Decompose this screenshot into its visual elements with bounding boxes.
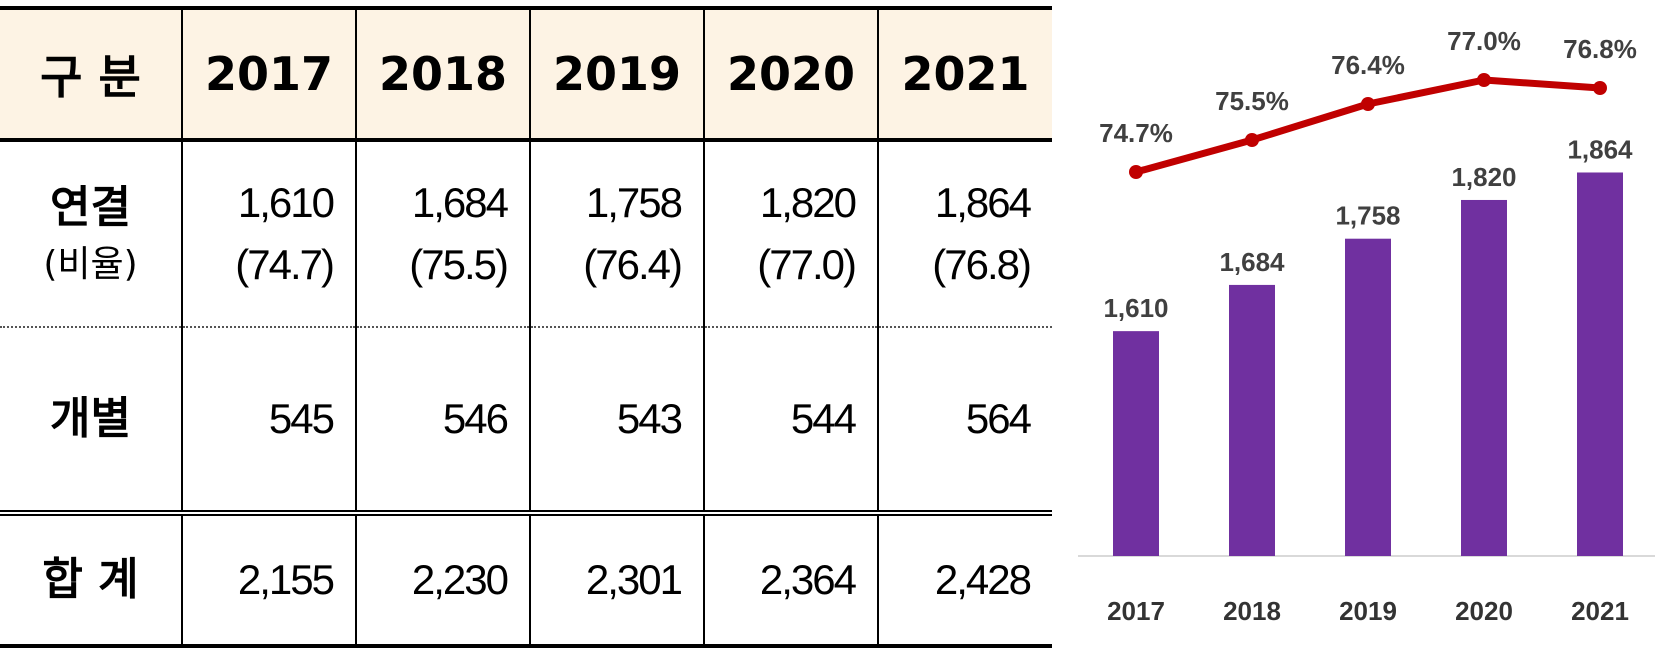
row-label-individual: 개별: [0, 327, 182, 516]
table-cell: 2,301: [529, 513, 704, 648]
row-label: 합 계: [42, 554, 139, 605]
table-cell: 2,155: [181, 513, 356, 648]
bar-value-label: 1,684: [1219, 247, 1285, 277]
x-tick-label: 2020: [1455, 596, 1513, 626]
header-year: 2021: [877, 6, 1052, 142]
table-cell: 1,684 (75.5): [355, 140, 530, 328]
combo-chart: 1,610 2017 1,684 2018 1,758 2019 1,820 2020 1,86…: [1078, 0, 1655, 652]
cell-value: 1,684: [411, 179, 509, 226]
table-cell: 1,610 (74.7): [181, 140, 356, 328]
header-category: 구 분: [0, 6, 182, 142]
cell-ratio: (76.4): [583, 241, 683, 288]
bar-2017: [1113, 331, 1159, 556]
table-cell: 564: [877, 327, 1052, 516]
header-year: 2020: [703, 6, 878, 142]
table-row-total: 합 계 2,155 2,230 2,301 2,364 2,428: [0, 513, 1052, 648]
x-tick-label: 2021: [1571, 596, 1629, 626]
bar-value-label: 1,820: [1451, 162, 1516, 192]
bar-value-label: 1,610: [1103, 293, 1168, 323]
cell-value: 1,864: [934, 179, 1032, 226]
header-year: 2018: [355, 6, 530, 142]
header-year: 2019: [529, 6, 704, 142]
data-table: 구 분 2017 2018 2019 2020 2021 연결 (비율) 1,6…: [0, 6, 1052, 648]
ratio-point-2018: [1245, 133, 1259, 147]
table-cell: 2,428: [877, 513, 1052, 648]
table-cell: 546: [355, 327, 530, 516]
ratio-series-line: [1135, 76, 1601, 176]
cell-value: 1,610: [237, 179, 335, 226]
table-row-linked: 연결 (비율) 1,610 (74.7) 1,684 (75.5) 1,758 …: [0, 140, 1052, 328]
row-label-linked: 연결 (비율): [0, 140, 182, 328]
ratio-line-layer: [1129, 73, 1607, 179]
x-tick-label: 2019: [1339, 596, 1397, 626]
bar-2019: [1345, 238, 1391, 557]
cell-value: 1,758: [585, 179, 683, 226]
ratio-value-label: 76.8%: [1563, 34, 1637, 64]
ratio-point-2019: [1361, 97, 1375, 111]
table-cell: 545: [181, 327, 356, 516]
bar-value-label: 1,758: [1335, 201, 1400, 231]
cell-ratio: (74.7): [235, 241, 335, 288]
cell-value: 1,820: [759, 179, 857, 226]
bar-value-label: 1,864: [1567, 134, 1633, 164]
ratio-value-label: 76.4%: [1331, 50, 1405, 80]
header-row: 구 분 2017 2018 2019 2020 2021: [0, 6, 1052, 142]
row-label: 연결: [50, 182, 131, 233]
table-cell: 2,230: [355, 513, 530, 648]
ratio-point-2021: [1593, 81, 1607, 95]
table-cell: 1,864 (76.8): [877, 140, 1052, 328]
bar-2021: [1577, 172, 1623, 557]
cell-ratio: (75.5): [409, 241, 509, 288]
ratio-value-label: 77.0%: [1447, 26, 1521, 56]
table-cell: 1,758 (76.4): [529, 140, 704, 328]
x-tick-label: 2018: [1223, 596, 1281, 626]
statistics-table: 구 분 2017 2018 2019 2020 2021 연결 (비율) 1,6…: [0, 6, 1052, 648]
x-tick-label: 2017: [1107, 596, 1165, 626]
ratio-point-2020: [1477, 73, 1491, 87]
ratio-point-2017: [1129, 165, 1143, 179]
table-cell: 543: [529, 327, 704, 516]
row-label-total: 합 계: [0, 513, 182, 648]
bar-2020: [1461, 199, 1507, 556]
ratio-value-label: 74.7%: [1099, 118, 1173, 148]
bar-2018: [1229, 284, 1275, 556]
row-label: 개별: [50, 393, 131, 444]
cell-ratio: (77.0): [757, 241, 857, 288]
header-year: 2017: [181, 6, 356, 142]
row-sublabel: (비율): [43, 244, 138, 285]
chart-canvas: 1,610 2017 1,684 2018 1,758 2019 1,820 2020 1,86…: [1078, 26, 1655, 626]
cell-ratio: (76.8): [932, 241, 1032, 288]
table-cell: 2,364: [703, 513, 878, 648]
table-cell: 544: [703, 327, 878, 516]
table-row-individual: 개별 545 546 543 544 564: [0, 327, 1052, 516]
table-cell: 1,820 (77.0): [703, 140, 878, 328]
bars-layer: [1113, 172, 1623, 557]
ratio-value-label: 75.5%: [1215, 86, 1289, 116]
labels-layer: 1,610 2017 1,684 2018 1,758 2019 1,820 2020 1,86…: [1099, 26, 1637, 626]
